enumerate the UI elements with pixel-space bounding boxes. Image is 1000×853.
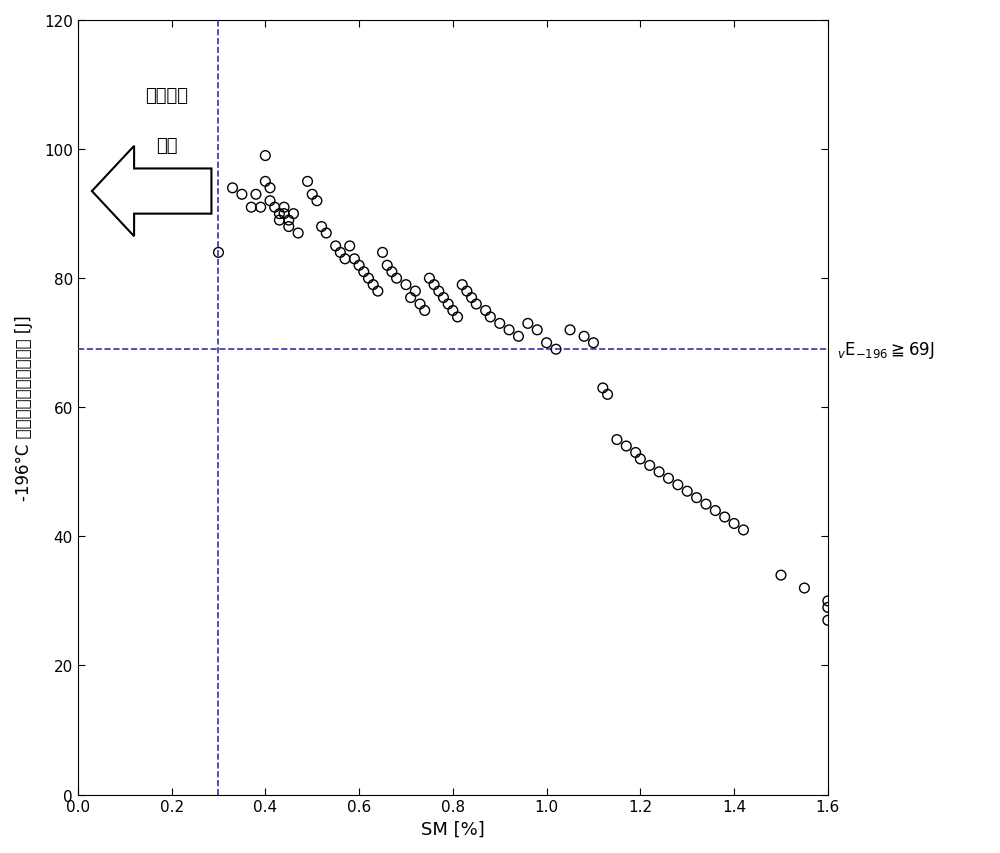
Text: 产生焊接: 产生焊接 [145,87,188,105]
Point [660,472,676,485]
Point [360,272,376,286]
Point [609,433,625,447]
Point [384,265,400,279]
Point [717,511,733,525]
Point [440,298,456,311]
Point [337,252,353,266]
Point [820,601,836,614]
Point [290,227,306,241]
Point [576,330,592,344]
Point [562,323,578,337]
Point [726,517,742,531]
Point [773,569,789,583]
Point [262,194,278,208]
Point [501,323,517,337]
Point [548,343,564,357]
Point [281,214,297,228]
Point [820,595,836,608]
Point [698,497,714,511]
Point [356,265,372,279]
Point [426,278,442,292]
Point [304,189,320,202]
Point [492,317,508,331]
Point [257,176,273,189]
Point [459,285,475,299]
Point [468,298,484,311]
X-axis label: SM [%]: SM [%] [421,820,485,838]
Point [351,259,367,273]
Point [510,330,526,344]
Point [210,247,226,260]
Point [464,292,480,305]
Point [285,207,301,221]
Point [618,439,634,453]
Point [257,149,273,163]
Point [689,491,705,505]
Point [342,240,358,253]
Point [679,485,695,498]
Point [262,182,278,195]
Point [529,323,545,337]
Point [445,305,461,318]
Point [632,453,648,467]
Point [365,278,381,292]
Point [276,207,292,221]
Point [370,285,386,299]
Point [403,292,419,305]
Point [651,466,667,479]
Text: $_v$E$_{-196}$$\geqq$69J: $_v$E$_{-196}$$\geqq$69J [837,339,935,360]
Point [450,310,466,324]
Point [318,227,334,241]
Point [314,220,330,234]
Point [520,317,536,331]
Point [234,189,250,202]
Point [276,201,292,215]
Point [595,381,611,395]
Point [421,272,437,286]
Point [412,298,428,311]
Point [248,189,264,202]
Point [482,310,498,324]
Point [454,278,470,292]
Point [309,194,325,208]
Point [398,278,414,292]
Point [707,504,723,518]
Text: 缺陷: 缺陷 [156,137,178,155]
Point [389,272,405,286]
Point [478,305,494,318]
Point [379,259,395,273]
Point [332,247,348,260]
Point [271,207,287,221]
Point [346,252,362,266]
Point [225,182,241,195]
Point [600,388,616,402]
Point [539,337,555,351]
Point [820,614,836,628]
Point [642,459,658,473]
Point [435,292,451,305]
FancyArrow shape [92,147,211,237]
Y-axis label: -196°C 的夏比忧击试样吸收功 [J]: -196°C 的夏比忧击试样吸收功 [J] [15,315,33,501]
Point [300,176,316,189]
Point [253,201,269,215]
Point [735,524,751,537]
Point [628,446,644,460]
Point [670,479,686,492]
Point [267,201,283,215]
Point [585,337,601,351]
Point [271,214,287,228]
Point [281,220,297,234]
Point [431,285,447,299]
Point [243,201,259,215]
Point [328,240,344,253]
Point [417,305,433,318]
Point [375,247,391,260]
Point [407,285,423,299]
Point [796,582,812,595]
